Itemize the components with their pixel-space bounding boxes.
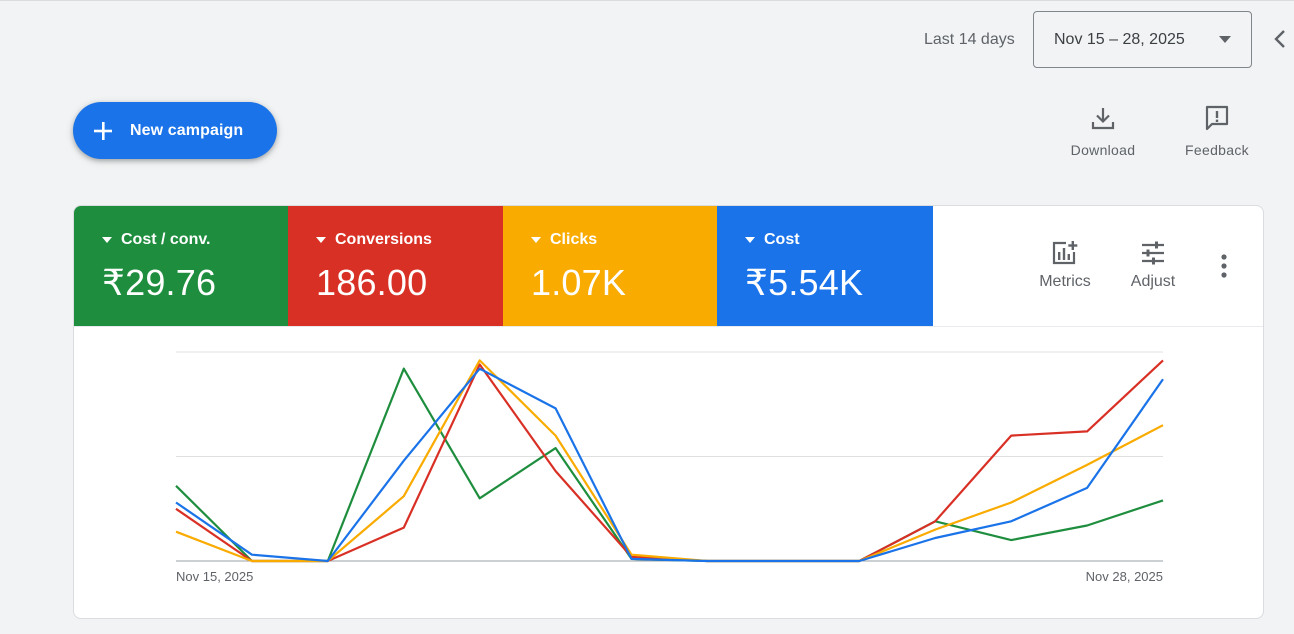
performance-line-chart: Nov 15, 2025 Nov 28, 2025 [175,351,1164,584]
series-line-cost-conv [175,367,1164,563]
top-divider [0,0,1294,1]
download-button[interactable]: Download [1066,104,1140,158]
caret-down-icon [745,237,755,243]
metric-value: 186.00 [316,262,428,303]
x-tick-label-start: Nov 15, 2025 [176,569,253,584]
metric-tile-conversions[interactable]: Conversions 186.00 [288,206,503,326]
metric-name: Cost [764,231,800,248]
metric-tile-cost[interactable]: Cost ₹5.54K [717,206,933,326]
performance-card: Cost / conv. ₹29.76 Conversions 186.00 C… [73,205,1264,619]
date-range-label: Last 14 days [924,31,1015,48]
date-range-dropdown[interactable]: Nov 15 – 28, 2025 [1033,11,1252,68]
card-header-divider [74,326,1263,327]
metric-name: Cost / conv. [121,231,211,248]
series-line-cost [175,367,1164,563]
more-vert-icon [1221,254,1227,278]
adjust-button[interactable]: Adjust [1119,240,1187,291]
add-chart-icon [1052,241,1078,265]
metric-name: Conversions [335,231,432,248]
collapse-panel-button[interactable] [1268,26,1292,52]
adjust-label: Adjust [1130,273,1176,290]
caret-down-icon [102,237,112,243]
metric-value: 1.07K [531,262,627,303]
metrics-label: Metrics [1039,273,1091,290]
metrics-button[interactable]: Metrics [1029,240,1101,291]
new-campaign-button[interactable]: New campaign [73,102,277,159]
download-label: Download [1070,142,1136,158]
feedback-label: Feedback [1185,142,1249,158]
new-campaign-label: New campaign [130,121,244,139]
caret-down-icon [316,237,326,243]
more-options-button[interactable] [1214,253,1234,279]
metric-value: ₹29.76 [102,262,217,303]
plus-icon [94,121,112,140]
feedback-icon [1205,105,1229,131]
metric-value: ₹5.54K [745,262,864,303]
metric-name: Clicks [550,231,598,248]
chevron-left-icon [1274,30,1285,48]
metric-tile-cost-per-conv[interactable]: Cost / conv. ₹29.76 [74,206,288,326]
series-line-clicks [175,359,1164,563]
x-tick-label-end: Nov 28, 2025 [1086,569,1163,584]
caret-down-icon [531,237,541,243]
feedback-button[interactable]: Feedback [1180,104,1254,158]
tune-icon [1142,241,1164,265]
series-line-conversions [175,359,1164,563]
dropdown-arrow-icon [1219,36,1231,43]
metric-tile-clicks[interactable]: Clicks 1.07K [503,206,717,326]
date-range-value: Nov 15 – 28, 2025 [1054,30,1185,48]
download-icon [1091,108,1115,130]
